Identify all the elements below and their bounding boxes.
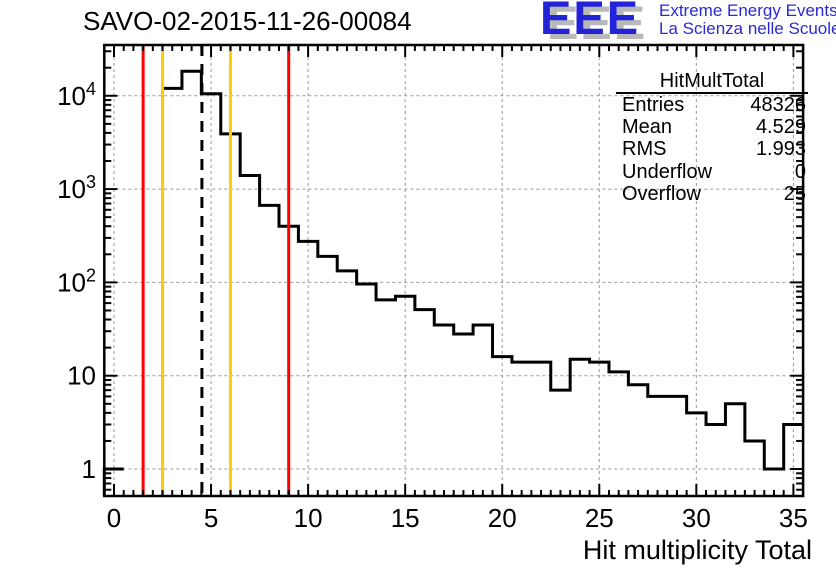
stats-row: Mean 4.529 bbox=[616, 116, 808, 138]
eee-logo-line1: Extreme Energy Events bbox=[659, 1, 836, 20]
stats-row: Entries 48326 bbox=[616, 94, 808, 116]
histogram-line bbox=[161, 69, 804, 496]
stats-row: Overflow 25 bbox=[616, 183, 808, 206]
x-tick-label: 15 bbox=[391, 503, 420, 533]
stats-label: Underflow bbox=[622, 160, 713, 183]
stats-label: RMS bbox=[622, 138, 667, 161]
eee-logo-acronym: EEE bbox=[540, 0, 641, 44]
stats-label: Overflow bbox=[622, 183, 701, 206]
stats-row: RMS 1.993 bbox=[616, 138, 808, 161]
eee-logo-line2: La Scienza nelle Scuole bbox=[659, 19, 836, 38]
x-tick-label: 10 bbox=[294, 503, 323, 533]
stats-label: Entries bbox=[622, 93, 685, 116]
x-tick-label: 30 bbox=[682, 503, 711, 533]
y-tick-label: 103 bbox=[57, 172, 96, 204]
stats-box: HitMultTotal Entries 48326 Mean 4.529 RM… bbox=[616, 70, 808, 206]
x-tick-label: 35 bbox=[779, 503, 808, 533]
stats-value: 25 bbox=[783, 183, 806, 206]
stats-value: 1.993 bbox=[755, 138, 806, 161]
stats-label: Mean bbox=[622, 116, 673, 139]
stats-row: Underflow 0 bbox=[616, 161, 808, 183]
x-tick-label: 5 bbox=[204, 503, 218, 533]
stats-header: HitMultTotal bbox=[616, 70, 808, 94]
y-tick-label: 1 bbox=[82, 454, 96, 484]
y-tick-label: 102 bbox=[57, 265, 96, 297]
x-tick-label: 0 bbox=[107, 503, 121, 533]
stats-value: 0 bbox=[794, 160, 806, 183]
page-title: SAVO-02-2015-11-26-00084 bbox=[83, 6, 412, 36]
stats-value: 4.529 bbox=[755, 116, 806, 139]
x-tick-label: 25 bbox=[585, 503, 614, 533]
stats-value: 48326 bbox=[750, 93, 806, 116]
y-tick-label: 104 bbox=[57, 79, 96, 111]
x-axis-title: Hit multiplicity Total bbox=[583, 535, 812, 565]
y-tick-label: 10 bbox=[67, 361, 96, 391]
x-tick-label: 20 bbox=[488, 503, 517, 533]
